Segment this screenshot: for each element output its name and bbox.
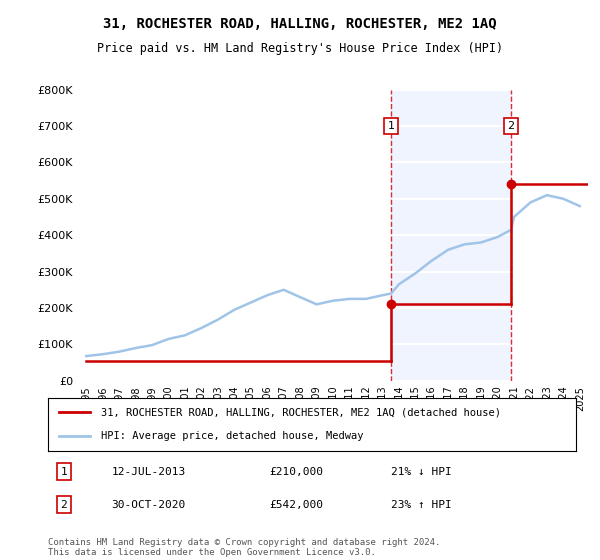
- Text: 1: 1: [388, 121, 395, 131]
- Text: Contains HM Land Registry data © Crown copyright and database right 2024.
This d: Contains HM Land Registry data © Crown c…: [48, 538, 440, 557]
- Text: 23% ↑ HPI: 23% ↑ HPI: [391, 500, 452, 510]
- Text: 2: 2: [61, 500, 67, 510]
- Text: £542,000: £542,000: [270, 500, 324, 510]
- Text: HPI: Average price, detached house, Medway: HPI: Average price, detached house, Medw…: [101, 431, 364, 441]
- Text: 1: 1: [61, 467, 67, 477]
- Text: 2: 2: [508, 121, 515, 131]
- Text: 31, ROCHESTER ROAD, HALLING, ROCHESTER, ME2 1AQ (detached house): 31, ROCHESTER ROAD, HALLING, ROCHESTER, …: [101, 408, 501, 418]
- Text: 30-OCT-2020: 30-OCT-2020: [112, 500, 185, 510]
- Bar: [391, 90, 511, 381]
- Text: Price paid vs. HM Land Registry's House Price Index (HPI): Price paid vs. HM Land Registry's House …: [97, 42, 503, 55]
- Text: 31, ROCHESTER ROAD, HALLING, ROCHESTER, ME2 1AQ: 31, ROCHESTER ROAD, HALLING, ROCHESTER, …: [103, 17, 497, 31]
- Text: £210,000: £210,000: [270, 467, 324, 477]
- Text: 12-JUL-2013: 12-JUL-2013: [112, 467, 185, 477]
- Text: 21% ↓ HPI: 21% ↓ HPI: [391, 467, 452, 477]
